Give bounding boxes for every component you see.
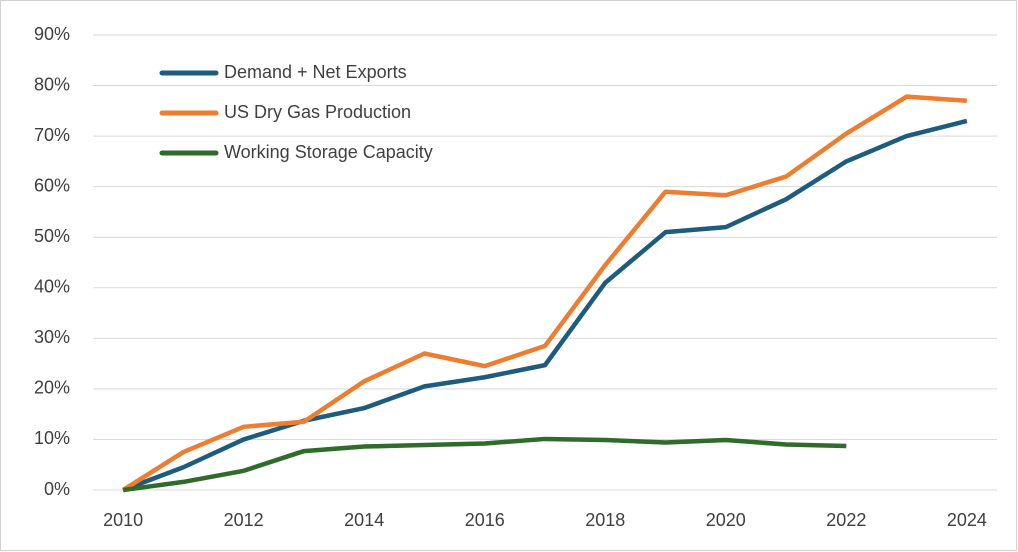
series-line	[122, 118, 968, 493]
series-line	[121, 94, 968, 492]
y-tick-label: 40%	[34, 277, 70, 297]
legend-label: US Dry Gas Production	[224, 102, 411, 122]
y-tick-label: 60%	[34, 175, 70, 195]
legend-label: Working Storage Capacity	[224, 142, 433, 162]
y-tick-label: 0%	[44, 479, 70, 499]
x-tick-label: 2024	[947, 510, 987, 530]
y-tick-label: 80%	[34, 74, 70, 94]
x-tick-label: 2012	[224, 510, 264, 530]
x-tick-label: 2020	[706, 510, 746, 530]
y-tick-label: 70%	[34, 125, 70, 145]
y-tick-label: 90%	[34, 24, 70, 44]
x-tick-label: 2016	[465, 510, 505, 530]
y-tick-label: 50%	[34, 226, 70, 246]
y-tick-label: 20%	[34, 378, 70, 398]
x-tick-label: 2010	[103, 510, 143, 530]
x-tick-label: 2022	[826, 510, 866, 530]
x-tick-label: 2018	[585, 510, 625, 530]
y-tick-label: 30%	[34, 327, 70, 347]
series-line	[122, 436, 847, 493]
x-tick-label: 2014	[344, 510, 384, 530]
legend-label: Demand + Net Exports	[224, 62, 407, 82]
y-tick-label: 10%	[34, 428, 70, 448]
